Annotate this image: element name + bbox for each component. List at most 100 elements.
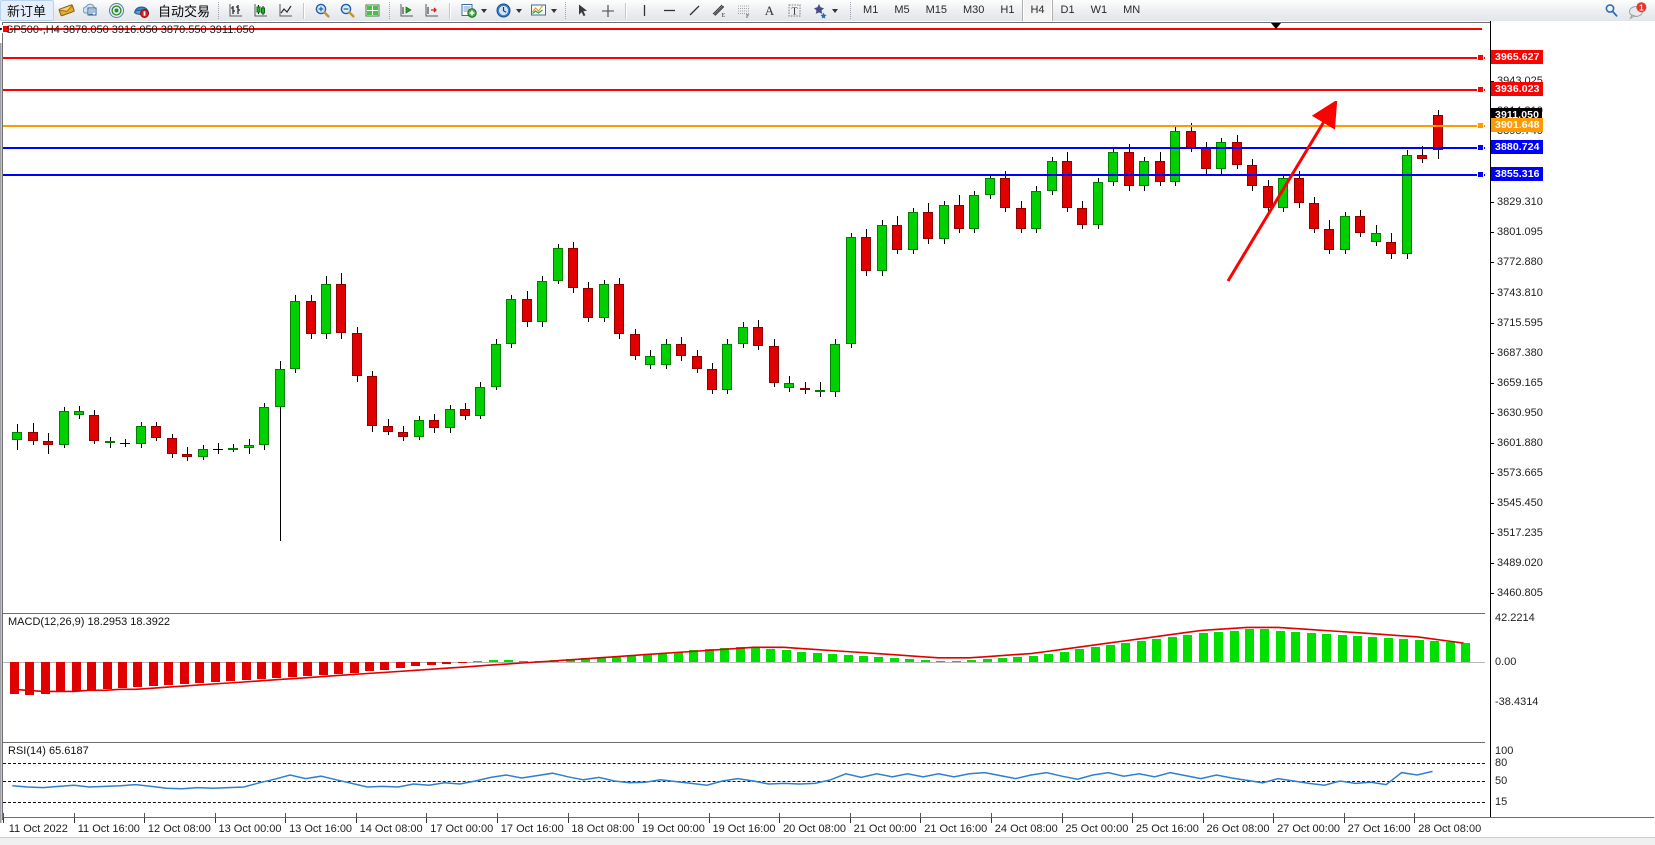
equidistant-channel-icon[interactable]: E xyxy=(707,0,732,21)
macd-histogram-bar xyxy=(813,652,822,662)
price-line-handle[interactable] xyxy=(1477,144,1484,152)
candle-body xyxy=(1093,182,1103,225)
top-red-line[interactable] xyxy=(0,28,1482,30)
autotrading-icon[interactable] xyxy=(129,0,154,21)
macd-histogram-bar xyxy=(350,662,359,673)
zoom-in-icon[interactable] xyxy=(310,0,335,21)
zoom-out-icon[interactable] xyxy=(335,0,360,21)
candlestick-chart-icon[interactable] xyxy=(248,0,273,21)
price-line-handle[interactable] xyxy=(1477,171,1484,179)
horizontal-line-icon[interactable] xyxy=(657,0,682,21)
fibonacci-icon[interactable]: F xyxy=(732,0,757,21)
new-order-button[interactable]: 新订单 xyxy=(0,0,55,21)
candle-body xyxy=(1155,160,1165,183)
auto-scroll-glyph xyxy=(423,2,440,19)
tab-timeframe-mn[interactable]: MN xyxy=(1115,0,1148,24)
price-line-support-2[interactable] xyxy=(3,174,1485,177)
crosshair-icon[interactable] xyxy=(595,0,620,21)
candle-body xyxy=(1031,190,1041,229)
periods-dropdown-arrow[interactable] xyxy=(516,8,523,13)
tile-windows-icon[interactable] xyxy=(360,0,385,21)
price-line-handle[interactable] xyxy=(1477,85,1484,93)
cursor-icon[interactable] xyxy=(570,0,595,21)
time-tick-separator xyxy=(144,813,145,818)
navigator-icon[interactable] xyxy=(104,0,129,21)
chart-shift-icon[interactable] xyxy=(394,0,419,21)
price-tick-label: 3460.805 xyxy=(1497,587,1543,600)
time-axis-label: 26 Oct 08:00 xyxy=(1206,823,1270,835)
tab-timeframe-m5[interactable]: M5 xyxy=(886,0,917,24)
price-tick xyxy=(1490,503,1494,505)
macd-histogram-bar xyxy=(164,662,173,686)
trend-arrow[interactable] xyxy=(1180,101,1370,291)
price-line-pivot[interactable] xyxy=(3,125,1485,128)
price-line-resistance-1[interactable] xyxy=(3,88,1485,91)
alerts-icon[interactable]: 1 xyxy=(1624,0,1651,21)
tab-timeframe-h1[interactable]: H1 xyxy=(992,0,1022,24)
tab-timeframe-w1[interactable]: W1 xyxy=(1083,0,1116,24)
candle-body xyxy=(74,411,84,415)
svg-text:A: A xyxy=(765,3,775,18)
candle-body xyxy=(43,441,53,446)
price-line-support-1[interactable] xyxy=(3,147,1485,150)
templates-button[interactable] xyxy=(526,0,561,21)
label-icon[interactable]: T xyxy=(782,0,807,21)
time-axis[interactable]: 11 Oct 2022 11 Oct 16:00 12 Oct 08:00 13 Oc… xyxy=(3,813,1654,838)
candle-body xyxy=(198,448,208,458)
macd-histogram-bar xyxy=(303,662,312,676)
search-icon[interactable] xyxy=(1599,0,1624,21)
tab-timeframe-d1[interactable]: D1 xyxy=(1053,0,1083,24)
objects-button[interactable] xyxy=(807,0,842,21)
macd-histogram-bar xyxy=(489,659,498,662)
tab-timeframe-m30[interactable]: M30 xyxy=(955,0,992,24)
vertical-line-icon[interactable] xyxy=(632,0,657,21)
candle-body xyxy=(275,369,285,408)
price-line-handle[interactable] xyxy=(1477,122,1484,130)
macd-histogram-bar xyxy=(226,662,235,681)
candle-body xyxy=(815,390,825,393)
macd-histogram-bar xyxy=(72,662,81,692)
periods-button[interactable] xyxy=(491,0,526,21)
chart-window[interactable]: SP500-,H4 3878.050 3916.050 3870.550 391… xyxy=(0,21,1655,845)
macd-histogram-bar xyxy=(1322,633,1331,662)
templates-dropdown-arrow[interactable] xyxy=(551,8,558,13)
price-tick xyxy=(1490,443,1494,445)
price-tick xyxy=(1490,322,1494,324)
price-line-resistance-2[interactable] xyxy=(3,57,1485,60)
price-line-handle[interactable] xyxy=(1477,54,1484,62)
candle-wick xyxy=(820,381,821,397)
chart-menu-triangle[interactable] xyxy=(0,28,2,33)
price-tick xyxy=(1490,231,1494,233)
trendline-icon[interactable] xyxy=(682,0,707,21)
time-axis-label: 27 Oct 00:00 xyxy=(1277,823,1341,835)
indicators-dropdown-arrow[interactable] xyxy=(481,8,488,13)
time-tick-separator xyxy=(1062,813,1063,818)
bar-chart-icon[interactable] xyxy=(223,0,248,21)
price-tick-label: 3601.880 xyxy=(1497,437,1543,450)
candle-body xyxy=(923,211,933,240)
price-tick-label: 3545.450 xyxy=(1497,497,1543,510)
candle-body xyxy=(460,409,470,416)
candle-body xyxy=(1355,216,1365,234)
indicators-button[interactable] xyxy=(456,0,491,21)
time-tick xyxy=(74,818,75,823)
price-tag-support-1: 3880.724 xyxy=(1491,140,1543,155)
tab-timeframe-m1[interactable]: M1 xyxy=(855,0,886,24)
tab-timeframe-m15[interactable]: M15 xyxy=(918,0,955,24)
price-tick-label: 3772.880 xyxy=(1497,255,1543,268)
new-order-icon[interactable] xyxy=(54,0,79,21)
time-tick-separator xyxy=(1344,813,1345,818)
auto-scroll-icon[interactable] xyxy=(419,0,444,21)
macd-axis-label: 0.00 xyxy=(1495,656,1517,668)
autotrading-button[interactable]: 自动交易 xyxy=(154,0,214,21)
text-icon[interactable]: A xyxy=(757,0,782,21)
candle-body xyxy=(367,376,377,427)
objects-dropdown-arrow[interactable] xyxy=(832,8,839,13)
price-tag-support-2: 3855.316 xyxy=(1491,167,1543,182)
time-tick xyxy=(1062,818,1063,823)
line-chart-icon[interactable] xyxy=(273,0,298,21)
data-window-icon[interactable] xyxy=(79,0,104,21)
top-red-line-handle[interactable] xyxy=(2,25,10,33)
price-scale[interactable]: 3943.0253914.8103895.7403829.3103801.095… xyxy=(1490,21,1655,823)
tab-timeframe-h4[interactable]: H4 xyxy=(1022,0,1053,24)
